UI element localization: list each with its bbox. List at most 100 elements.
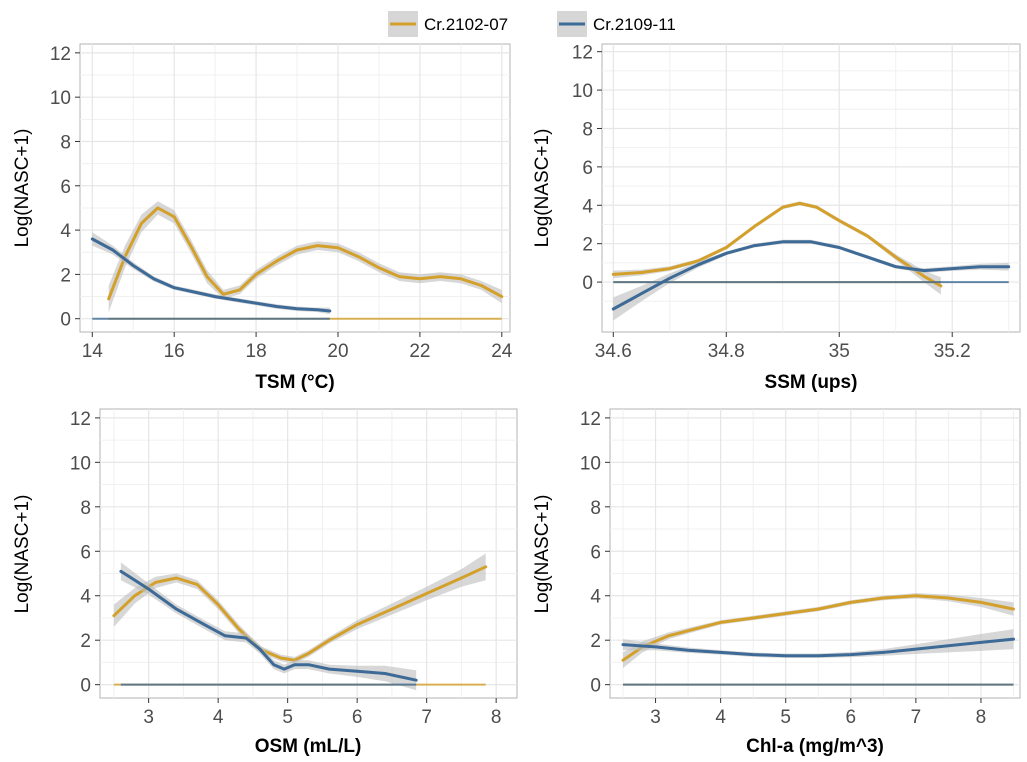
x-tick-label: 5 (780, 707, 791, 728)
data-point (484, 565, 487, 569)
data-point (307, 652, 310, 655)
x-tick-label: 14 (82, 341, 104, 362)
data-point (951, 267, 954, 270)
axis-ticks: 3 4 5 6 7 8 0 2 4 6 8 10 12 (580, 409, 986, 728)
data-point (336, 246, 340, 250)
data-point (784, 654, 787, 657)
confidence-band (108, 201, 502, 313)
data-point (172, 215, 176, 218)
data-point (781, 206, 784, 209)
data-point (480, 284, 483, 287)
data-point (154, 581, 157, 584)
data-point (719, 621, 722, 624)
data-point (254, 302, 258, 305)
y-tick-label: 8 (80, 498, 91, 519)
data-point (817, 607, 820, 611)
y-tick-label: 0 (582, 273, 593, 294)
legend-label: Cr.2109-11 (593, 15, 676, 34)
series (621, 629, 1015, 686)
data-point (668, 277, 671, 280)
data-point (316, 308, 319, 312)
y-tick-label: 12 (572, 43, 593, 64)
y-axis-title: Log(NASC+1) (532, 129, 553, 248)
data-point (849, 601, 852, 604)
data-point (696, 263, 700, 266)
chart-panel: 3 4 5 6 7 8 0 2 4 6 8 10 12 OSM (mL/L) Log(NASC+1) (12, 408, 518, 757)
data-point (152, 277, 155, 281)
data-point (357, 255, 360, 258)
y-tick-label: 10 (50, 88, 71, 109)
data-point (979, 641, 983, 644)
x-tick-label: 3 (143, 707, 154, 728)
data-point (307, 663, 310, 666)
x-tick-label: 8 (976, 707, 987, 728)
data-point (189, 244, 192, 247)
data-point (119, 570, 123, 573)
data-point (753, 225, 756, 228)
plot-area (601, 43, 1021, 333)
x-tick-label: 24 (491, 341, 513, 362)
data-point (866, 234, 869, 238)
y-tick-label: 2 (80, 631, 91, 652)
data-point (203, 623, 206, 626)
data-point (439, 275, 442, 278)
data-point (817, 654, 820, 657)
data-point (415, 679, 418, 682)
confidence-band (623, 629, 1014, 658)
data-point (316, 244, 319, 247)
data-point (425, 592, 428, 595)
data-point (355, 623, 359, 626)
data-point (922, 269, 926, 272)
plot-area (79, 43, 511, 333)
y-tick-label: 12 (70, 409, 91, 430)
x-tick-label: 7 (911, 707, 922, 728)
y-tick-label: 8 (590, 498, 601, 519)
data-point (272, 663, 275, 666)
data-point (293, 663, 296, 666)
confidence-band (120, 562, 417, 691)
data-point (1012, 607, 1015, 611)
data-point (696, 259, 700, 263)
data-point (640, 271, 643, 274)
data-point (175, 576, 178, 580)
data-point (91, 237, 94, 241)
data-point (254, 273, 258, 276)
y-tick-label: 2 (582, 235, 593, 256)
data-point (667, 634, 670, 637)
legend-label: Cr.2102-07 (424, 15, 508, 34)
y-tick-label: 6 (80, 542, 91, 563)
data-point (418, 277, 422, 281)
data-point (725, 252, 728, 255)
data-point (668, 267, 671, 270)
data-point (213, 295, 217, 298)
data-point (175, 607, 178, 611)
data-point (172, 286, 176, 289)
x-tick-label: 4 (213, 707, 224, 728)
data-point (132, 264, 135, 267)
data-point (784, 612, 787, 615)
data-point (222, 293, 225, 296)
x-tick-label: 6 (352, 707, 363, 728)
data-point (147, 587, 150, 591)
y-tick-label: 4 (60, 221, 71, 242)
data-point (238, 288, 241, 292)
data-point (383, 672, 387, 675)
x-tick-label: 6 (846, 707, 857, 728)
data-point (282, 667, 286, 671)
data-point (156, 206, 160, 210)
data-point (390, 607, 394, 611)
x-tick-label: 7 (421, 707, 432, 728)
y-tick-label: 10 (580, 453, 601, 474)
data-point (809, 240, 813, 243)
data-point (922, 275, 926, 278)
data-point (140, 222, 143, 225)
data-point (866, 255, 869, 259)
data-point (751, 653, 755, 656)
data-point (107, 297, 110, 300)
y-tick-label: 4 (80, 587, 91, 608)
axis-ticks: 34.6 34.8 35 35.2 0 2 4 6 8 10 12 (572, 43, 971, 362)
data-point (355, 670, 359, 673)
